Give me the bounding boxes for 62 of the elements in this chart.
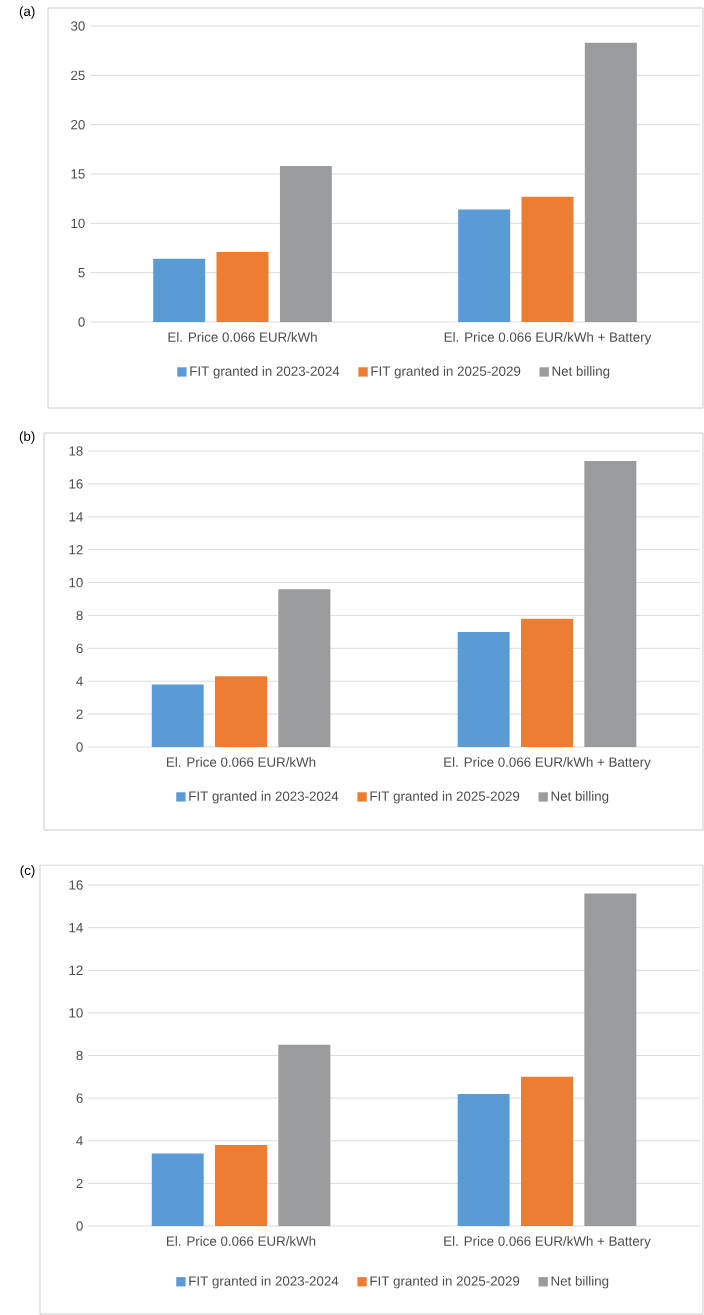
legend-label: FIT granted in 2023-2024 [189,791,339,804]
bar [215,676,267,748]
y-tick-label: 2 [76,709,83,719]
legend-label: Net billing [551,791,609,804]
y-tick-label: 18 [69,446,83,456]
y-tick-label: 16 [69,479,83,489]
y-tick-label: 10 [69,577,83,588]
y-tick-label: 12 [69,965,83,975]
bar [216,251,269,323]
x-tick-label: El. Price 0.066 EUR/kWh + Battery [444,1236,651,1249]
y-tick-label: 0 [76,1221,83,1231]
y-tick-label: 8 [76,1050,83,1061]
y-tick-label: 14 [69,512,83,522]
bar [458,209,511,323]
bar [279,166,332,323]
x-tick-label: El. Price 0.066 EUR/kWh [167,1236,316,1246]
bar [215,1145,267,1227]
x-tick-label: El. Price 0.066 EUR/kWh + Battery [444,332,652,345]
y-tick-label: 25 [71,70,85,81]
y-tick-label: 20 [71,119,85,130]
y-tick-label: 2 [76,1178,83,1189]
bar [153,258,206,323]
y-tick-label: 10 [71,218,85,229]
chart-title: (b) [19,431,35,444]
legend-label: Net billing [551,1275,609,1289]
bar [151,1153,204,1227]
legend-label: Net billing [552,366,610,379]
bar [457,1093,510,1227]
y-tick-label: 4 [76,676,83,686]
bar [521,1076,573,1227]
bar [584,893,637,1227]
legend-label: FIT granted in 2025-2029 [370,791,520,804]
legend-label: FIT granted in 2023-2024 [190,366,340,379]
y-tick-label: 8 [76,610,83,621]
bar [584,460,637,748]
bar [521,618,573,748]
legend-label: FIT granted in 2025-2029 [371,366,521,379]
x-tick-label: El. Price 0.066 EUR/kWh + Battery [444,757,651,770]
legend-label: FIT granted in 2025-2029 [370,1275,520,1289]
y-tick-label: 6 [76,643,83,654]
y-tick-label: 0 [78,317,85,327]
y-tick-label: 12 [69,545,83,555]
y-tick-label: 10 [69,1008,83,1018]
bar [278,1044,331,1227]
legend-label: FIT granted in 2023-2024 [189,1275,339,1289]
y-tick-label: 14 [69,923,83,933]
y-tick-label: 15 [71,169,85,179]
bar [151,684,204,748]
chart-title: (a) [19,6,35,19]
y-tick-label: 5 [78,268,85,278]
y-tick-label: 30 [70,21,85,31]
y-tick-label: 6 [76,1093,83,1103]
bar [457,631,510,748]
y-tick-label: 16 [69,880,83,890]
bar [584,42,637,323]
y-tick-label: 4 [76,1136,83,1146]
bar [521,196,574,323]
x-tick-label: El. Price 0.066 EUR/kWh [167,757,316,767]
x-tick-label: El. Price 0.066 EUR/kWh [168,332,317,342]
bar [278,589,331,748]
chart-title: (c) [20,865,35,878]
y-tick-label: 0 [76,742,83,752]
